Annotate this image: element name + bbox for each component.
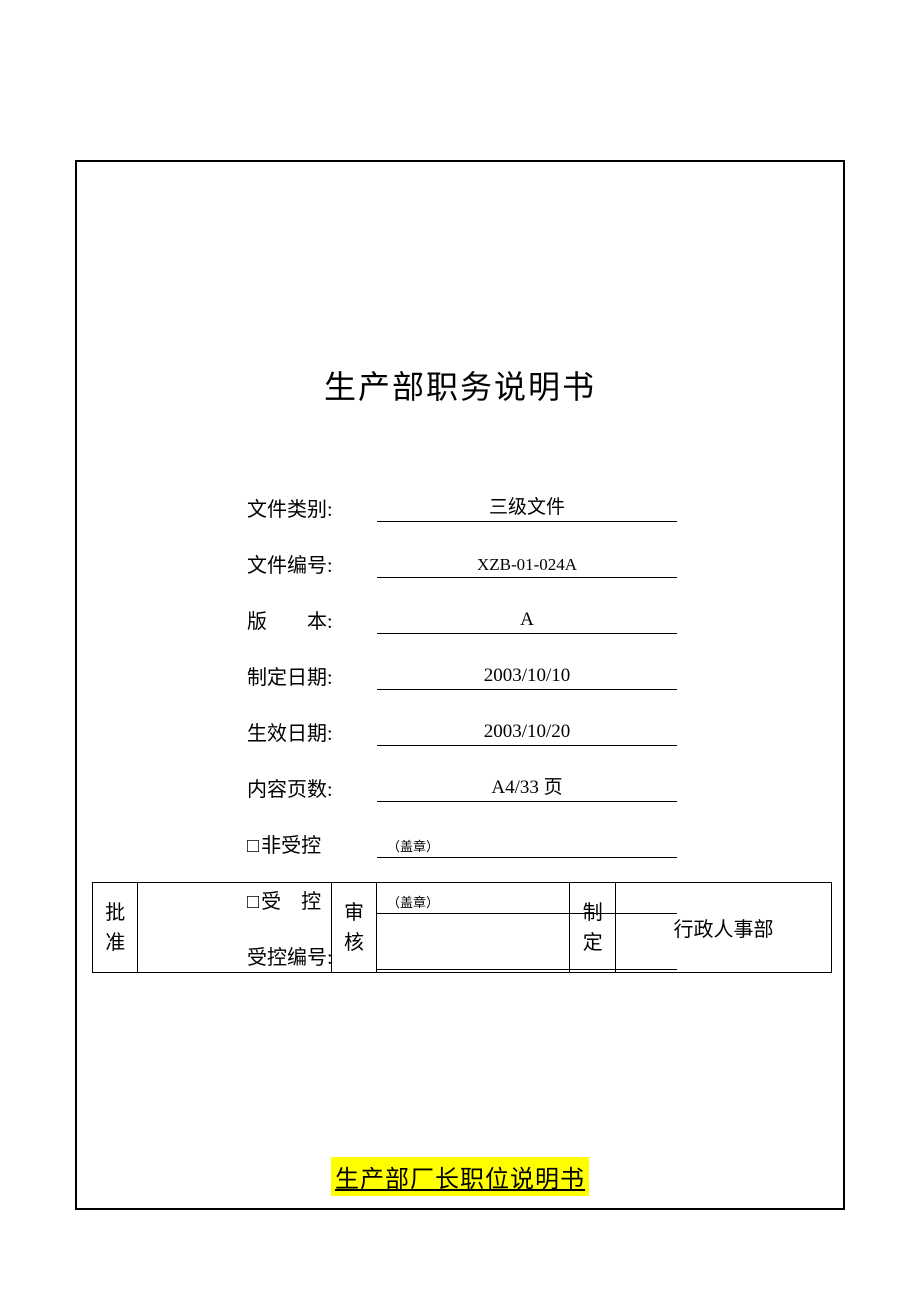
create-date-value: 2003/10/10 [484,665,571,686]
field-doc-number: 文件编号: XZB-01-024A [247,544,843,578]
uncontrolled-stamp: （盖章） [377,836,677,855]
page-count-value: A4/33 页 [491,777,562,798]
uncontrolled-text: 非受控 [261,835,321,857]
field-uncontrolled: □非受控 （盖章） [247,824,843,858]
checkbox-icon: □ [247,835,259,857]
create-date-value-wrap: 2003/10/10 [377,665,677,690]
uncontrolled-label: □非受控 [247,829,357,858]
footer-title: 生产部厂长职位说明书 [331,1157,589,1196]
create-label: 制定 [570,883,615,973]
document-frame: 生产部职务说明书 文件类别: 三级文件 文件编号: XZB-01-024A 版 … [75,160,845,1210]
effective-date-value: 2003/10/20 [484,721,571,742]
doc-type-value: 三级文件 [489,497,565,518]
effective-date-label: 生效日期: [247,717,357,746]
field-page-count: 内容页数: A4/33 页 [247,768,843,802]
create-value: 行政人事部 [615,883,831,973]
table-row: 批准 审核 制定 行政人事部 [93,883,832,973]
doc-type-value-wrap: 三级文件 [377,492,677,522]
doc-number-label: 文件编号: [247,549,357,578]
review-value [377,883,570,973]
doc-number-value: XZB-01-024A [477,555,577,574]
approve-label: 批准 [93,883,138,973]
field-version: 版 本: A [247,600,843,634]
field-effective-date: 生效日期: 2003/10/20 [247,712,843,746]
approval-table: 批准 审核 制定 行政人事部 [92,882,832,973]
field-create-date: 制定日期: 2003/10/10 [247,656,843,690]
uncontrolled-stamp-wrap: （盖章） [377,836,677,858]
page-count-value-wrap: A4/33 页 [377,772,677,802]
version-label: 版 本: [247,605,357,634]
review-label: 审核 [331,883,376,973]
effective-date-value-wrap: 2003/10/20 [377,721,677,746]
page-count-label: 内容页数: [247,773,357,802]
doc-type-label: 文件类别: [247,493,357,522]
create-date-label: 制定日期: [247,661,357,690]
version-value-wrap: A [377,609,677,634]
approve-value [138,883,331,973]
field-doc-type: 文件类别: 三级文件 [247,488,843,522]
doc-number-value-wrap: XZB-01-024A [377,555,677,578]
version-value: A [520,609,534,630]
page-title: 生产部职务说明书 [77,362,843,408]
